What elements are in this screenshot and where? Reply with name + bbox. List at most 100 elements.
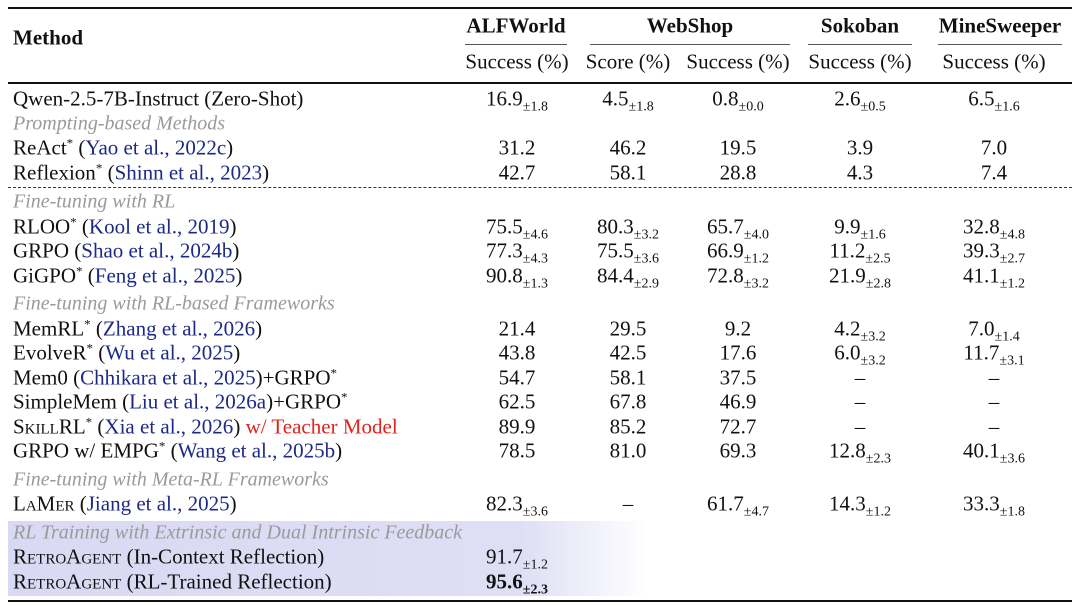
- value: 7.0: [968, 316, 995, 340]
- citation: Wang et al., 2025b: [177, 438, 336, 463]
- value: –: [854, 389, 866, 414]
- std: ±2.5: [865, 251, 891, 267]
- metric-header: Success (%): [942, 49, 1046, 74]
- value-cell: 12.8±2.3: [829, 439, 891, 468]
- value: 95.6: [486, 569, 523, 593]
- method-cell: RetroAgent (In-Context Reflection): [13, 545, 324, 570]
- method-text: (: [93, 340, 106, 365]
- value: 75.5: [486, 214, 523, 238]
- value: 61.7: [707, 491, 744, 516]
- std: ±1.2: [999, 276, 1025, 291]
- value: 29.5: [609, 316, 647, 340]
- value-cell: 4.5±1.8: [602, 87, 653, 116]
- method-text: ): [235, 263, 243, 287]
- value-cell: 58.1: [610, 365, 647, 390]
- method-text: (: [73, 135, 86, 160]
- method-text: LaMer: [13, 491, 75, 516]
- citation: Wu et al., 2025: [105, 340, 234, 365]
- std: ±1.3: [522, 276, 548, 291]
- value-cell: 75.5±4.6: [486, 214, 548, 243]
- std: ±4.6: [522, 227, 548, 242]
- value: 33.3: [963, 491, 1000, 516]
- std: ±3.6: [999, 451, 1025, 467]
- method-cell: ReAct* (Yao et al., 2022c): [13, 136, 233, 161]
- method-cell: Reflexion* (Shinn et al., 2023): [13, 160, 269, 185]
- value: 40.1: [963, 438, 1000, 463]
- value-cell: 4.3: [847, 160, 873, 185]
- dashed-separator: [8, 186, 1072, 188]
- method-text: (: [165, 438, 178, 463]
- value-cell: –: [855, 414, 866, 439]
- std: ±3.6: [522, 504, 548, 520]
- value: 41.1: [963, 263, 1000, 287]
- method-text: (: [102, 160, 115, 184]
- method-text: *: [330, 365, 337, 380]
- citation: Chhikara et al.,: [80, 365, 209, 389]
- method-cell: RLOO* (Kool et al., 2019): [13, 214, 236, 239]
- value-cell: 4.2±3.2: [834, 316, 885, 345]
- method-text: GRPO (: [13, 238, 82, 263]
- std: ±2.7: [999, 251, 1025, 267]
- value: 21.4: [498, 316, 536, 340]
- benchmark-header: WebShop: [646, 13, 734, 38]
- value: 9.9: [834, 214, 861, 238]
- value-cell: 28.8: [720, 160, 757, 185]
- value-cell: 84.4±2.9: [597, 263, 659, 292]
- value-cell: 41.1±1.2: [963, 263, 1025, 292]
- value-cell: 7.4: [981, 160, 1007, 185]
- value: 21.9: [829, 263, 866, 287]
- method-text: ): [226, 135, 234, 160]
- value: 85.2: [609, 414, 647, 438]
- group-rule: [465, 44, 567, 45]
- value: 7.0: [980, 135, 1008, 160]
- benchmark-header: ALFWorld: [466, 13, 566, 38]
- value-cell: 72.8±3.2: [707, 263, 769, 292]
- std: ±2.3: [522, 582, 548, 597]
- method-text: ): [262, 160, 270, 184]
- value: 2.6: [834, 86, 861, 111]
- citation: Shao et al., 2024b: [81, 238, 233, 263]
- group-rule: [808, 44, 912, 45]
- value: 14.3: [829, 491, 866, 516]
- benchmark-header: MineSweeper: [938, 13, 1062, 38]
- method-text: *: [86, 340, 94, 356]
- value-cell: 42.5: [610, 341, 647, 366]
- value-cell: 16.9±1.8: [486, 87, 548, 116]
- value: 37.5: [719, 365, 757, 389]
- value: 77.3: [486, 238, 523, 263]
- value-cell: 66.9±1.2: [707, 239, 769, 268]
- value: 19.5: [719, 135, 757, 160]
- value: 65.7: [707, 214, 744, 238]
- method-text: (: [74, 491, 87, 516]
- std: ±2.8: [865, 276, 891, 291]
- method-text: RetroAgent: [13, 544, 122, 569]
- value-cell: 81.0: [610, 439, 647, 464]
- value: 91.7: [486, 544, 523, 569]
- value-cell: 14.3±1.2: [829, 492, 891, 521]
- value-cell: 37.5: [720, 365, 757, 390]
- value-cell: 9.2: [725, 316, 751, 341]
- method-text: ): [335, 438, 343, 463]
- section-title: Fine-tuning with Meta-RL Frameworks: [13, 468, 329, 490]
- method-text: *: [85, 414, 93, 429]
- value: 67.8: [609, 389, 647, 414]
- value-cell: 67.8: [610, 390, 647, 415]
- std: ±3.2: [743, 276, 769, 291]
- citation: Yao et al., 2022c: [85, 135, 227, 160]
- method-text: *: [70, 214, 77, 229]
- value: 75.5: [597, 238, 634, 263]
- value-cell: 95.6±2.3: [486, 569, 548, 598]
- method-text: SkillRL: [13, 414, 86, 438]
- value-cell: 33.3±1.8: [963, 492, 1025, 521]
- value-cell: 6.0±3.2: [834, 341, 885, 370]
- value-cell: –: [989, 414, 1000, 439]
- method-text: )+GRPO: [266, 389, 341, 414]
- value: –: [854, 414, 866, 438]
- method-text: Reflexion: [13, 160, 96, 184]
- value: 6.0: [834, 340, 861, 365]
- value: 16.9: [486, 86, 523, 111]
- citation: Liu et al., 2026a: [129, 389, 267, 414]
- method-text: *: [340, 389, 348, 405]
- value-cell: 39.3±2.7: [963, 239, 1025, 268]
